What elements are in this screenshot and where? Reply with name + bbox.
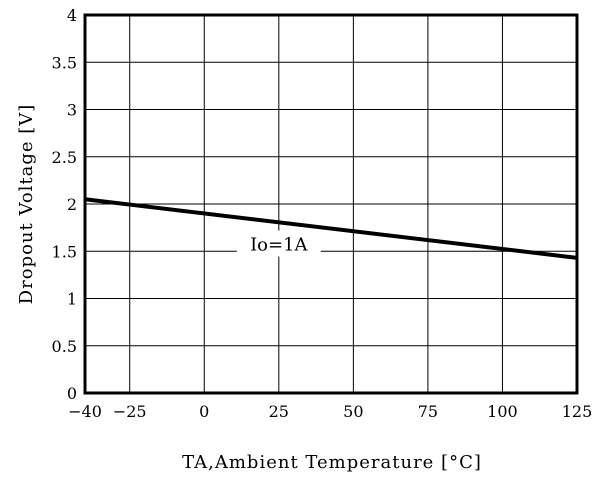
x-tick-label: 75 [418,402,438,421]
x-tick-label: 25 [269,402,289,421]
x-tick-label: 0 [199,402,209,421]
grid [85,15,577,393]
y-tick-label: 1.5 [52,242,77,261]
x-tick-label: 125 [562,402,593,421]
x-axis-label: TA,Ambient Temperature [°C] [182,452,482,473]
y-tick-label: 0.5 [52,337,77,356]
x-tick-label: 50 [343,402,363,421]
annotation-background [236,230,321,257]
x-tick-label: −25 [113,402,147,421]
y-tick-label: 2 [67,195,77,214]
series-line [84,197,578,260]
y-axis-label: Dropout Voltage [V] [16,104,37,305]
y-tick-labels: 0 0.5 1 1.5 2 2.5 3 3.5 4 [52,6,77,403]
x-tick-label: −40 [68,402,102,421]
y-tick-label: 3 [67,101,77,120]
x-tick-label: 100 [487,402,518,421]
y-tick-label: 2.5 [52,148,77,167]
series-layer [84,197,578,260]
annotations: Io=1A [236,230,321,257]
y-tick-label: 3.5 [52,53,77,72]
y-tick-label: 4 [67,6,77,25]
annotation-label: Io=1A [250,235,308,256]
x-tick-labels: −40 −25 0 25 50 75 100 125 [68,402,592,421]
plot-frame [83,13,579,395]
y-tick-label: 0 [67,384,77,403]
y-tick-label: 1 [67,290,77,309]
